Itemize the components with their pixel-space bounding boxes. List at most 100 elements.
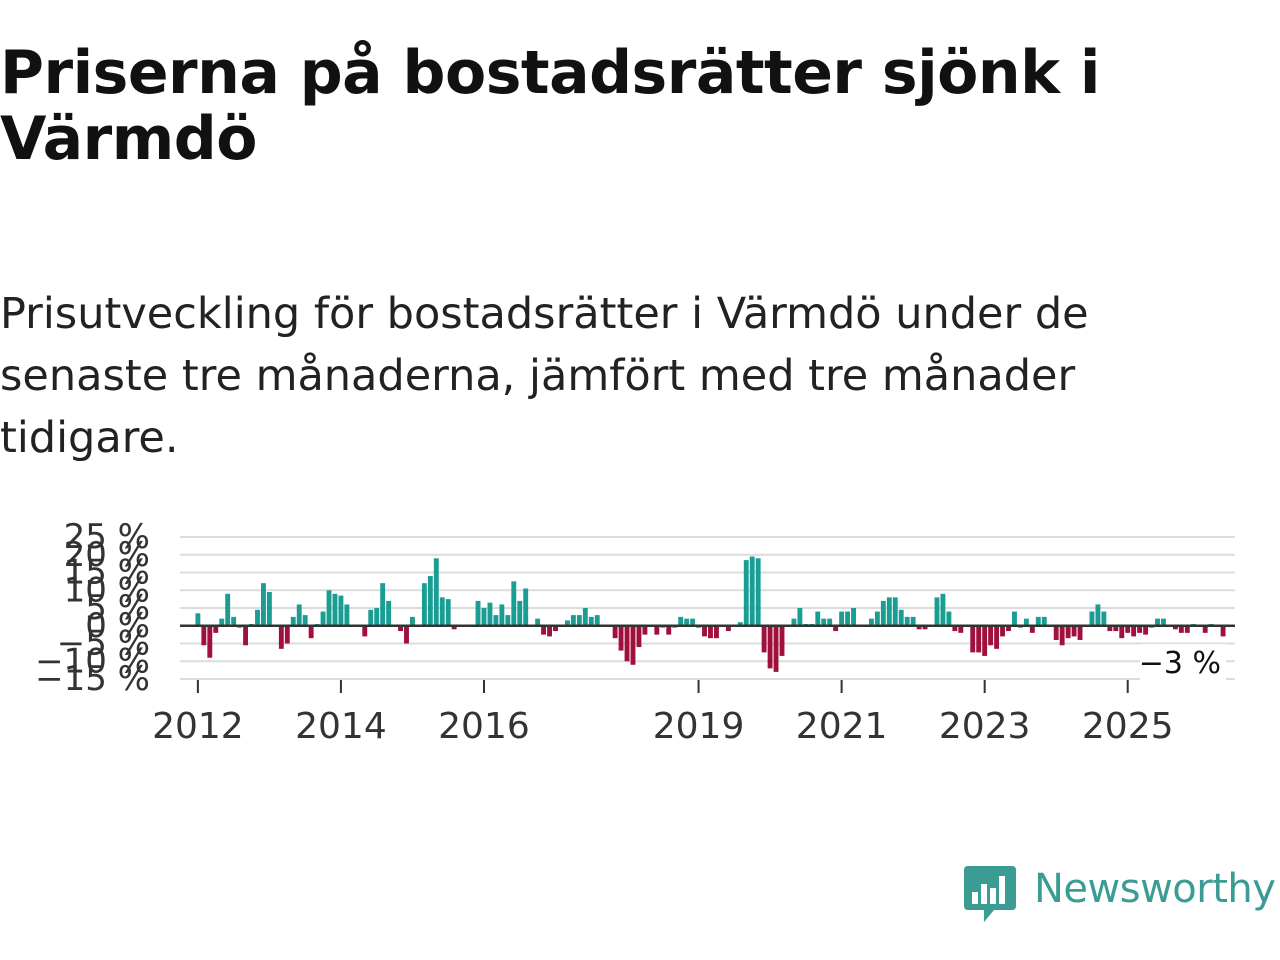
bar [380,583,386,626]
bar [1131,625,1137,637]
bar [326,590,332,626]
bar [779,625,785,656]
y-tick-label: −5 % [57,624,150,664]
bar [445,599,451,626]
bar [851,608,856,626]
bar [886,597,892,626]
bar [1137,625,1143,633]
bar [1059,625,1065,646]
bar [368,609,374,626]
y-tick-label: 10 % [64,570,150,610]
bar [1023,618,1029,626]
x-tick-label: 2012 [152,706,244,745]
bar [791,618,797,626]
bar [684,618,690,626]
bar [398,625,403,632]
bar [505,615,511,626]
bar [451,625,457,630]
bar [737,622,743,626]
bar [1077,625,1083,640]
bar [523,588,529,626]
y-tick-label: −10 % [35,641,150,681]
bar [308,625,314,639]
bar [624,625,630,662]
bar [1053,625,1059,640]
bar [1178,625,1184,633]
bar [1184,625,1190,633]
bar [934,597,940,626]
bar [1035,616,1041,626]
newsworthy-logo-icon [964,866,1016,922]
bar [1101,611,1107,626]
bar [839,611,845,626]
bar [302,615,308,626]
bar [290,616,296,626]
bar [511,581,517,626]
bar [493,615,499,626]
last-value-label: −3 % [1139,646,1221,681]
bar [874,611,880,626]
bar [618,625,624,651]
bar [213,625,219,633]
bar [916,625,922,630]
bar [547,625,552,637]
bar [410,616,415,626]
bar [284,625,290,644]
bar [940,593,946,626]
bar [952,625,958,632]
bar [749,556,755,626]
bar [1155,618,1160,626]
bar [332,593,338,626]
bar [833,625,839,632]
bar [541,625,547,635]
bar [338,595,344,626]
bar [481,608,487,626]
bar [1089,611,1095,626]
bar [845,611,851,626]
y-tick-label: 15 % [64,553,150,593]
bar [767,625,773,669]
bar [815,611,821,626]
bar [1000,625,1005,637]
bar [1107,625,1113,632]
bar [439,597,445,626]
bar [201,625,207,646]
bar [576,615,582,626]
bar [386,600,392,626]
bar [821,618,827,626]
y-tick-label: −15 % [35,659,150,699]
bar [344,604,350,626]
bar [910,616,916,626]
bar [433,558,439,626]
bar [982,625,988,656]
y-tick-label: 25 % [64,517,150,557]
bar [946,611,952,626]
bar [487,602,493,626]
bar [922,625,928,630]
x-tick-label: 2016 [438,706,530,745]
bar [797,608,803,626]
bar [827,618,833,626]
bar [362,625,368,637]
bar [642,625,648,635]
bar [678,616,684,626]
bar [421,583,427,626]
bar [755,558,761,626]
bar [1095,604,1101,626]
x-tick-label: 2025 [1082,706,1174,745]
bar [255,609,260,626]
bar [988,625,994,646]
bar [374,608,380,626]
bar [773,625,779,672]
bar [219,618,225,626]
y-tick-label: 20 % [64,535,150,575]
bar [880,600,886,626]
bar [898,609,904,626]
bar [1172,625,1178,630]
bar [296,604,302,626]
chart-title: Priserna på bostadsrätter sjönk i Värmdö [0,38,1100,174]
bar [725,625,731,632]
bar [475,600,481,626]
bar [564,620,570,626]
annotation-background [1140,644,1226,682]
